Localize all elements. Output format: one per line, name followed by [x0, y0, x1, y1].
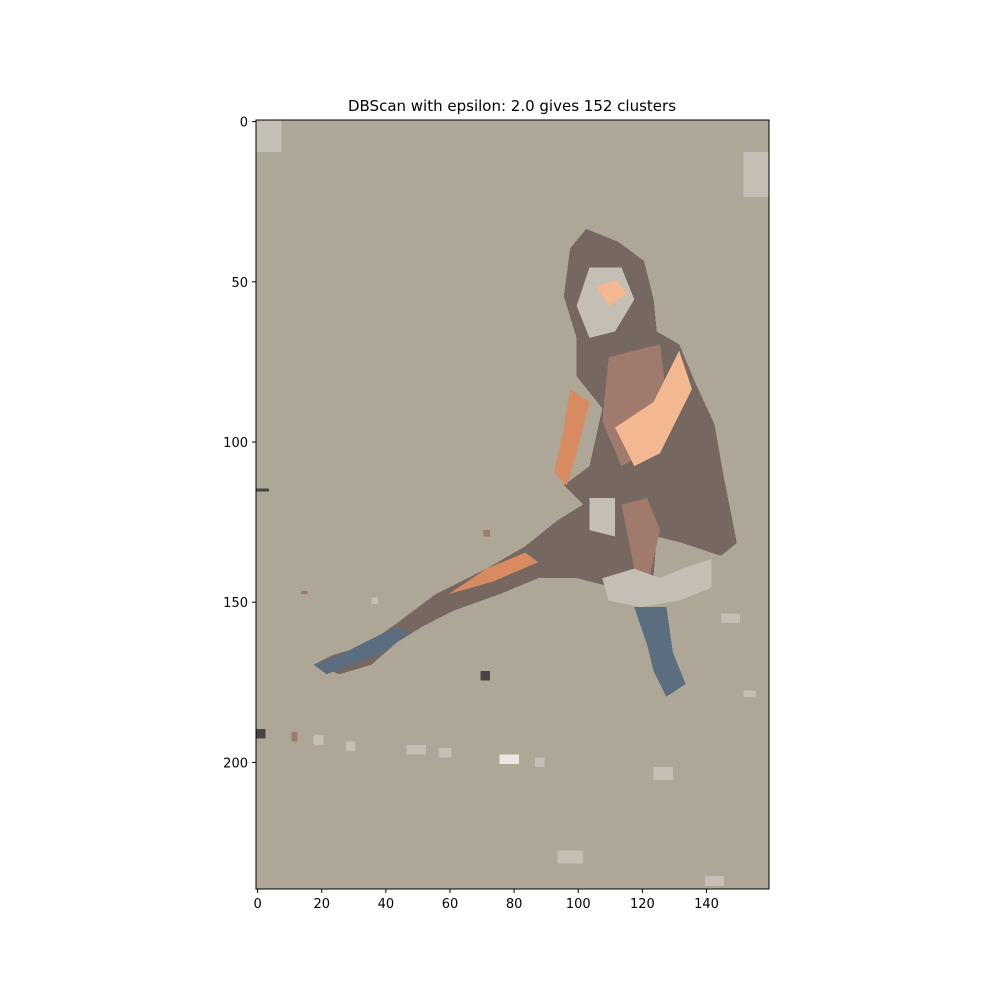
cluster-region-8: [589, 498, 616, 537]
cluster-speck-3: [291, 731, 298, 742]
cluster-region-0: [313, 228, 737, 675]
cluster-speck-18: [300, 591, 308, 595]
y-tick-label: 200: [223, 756, 248, 771]
cluster-speck-8: [345, 741, 356, 752]
cluster-speck-10: [438, 748, 452, 758]
x-tick-label: 0: [253, 897, 261, 912]
cluster-speck-4: [480, 671, 491, 681]
cluster-region-4: [554, 389, 590, 486]
x-tick-label: 60: [442, 897, 459, 912]
x-axis: 0 20 40 60 80 100 120 140: [253, 889, 719, 912]
cluster-speck-15: [653, 767, 673, 781]
cluster-speck-7: [313, 735, 324, 745]
x-tick-label: 80: [506, 897, 523, 912]
x-tick-label: 100: [566, 897, 591, 912]
cluster-speck-11: [499, 754, 519, 765]
cluster-speck-9: [406, 744, 426, 755]
y-tick-label: 0: [240, 116, 248, 131]
cluster-speck-2: [256, 728, 266, 739]
cluster-speck-0: [256, 120, 282, 153]
plot-frame: [255, 119, 770, 890]
x-tick-label: 40: [378, 897, 395, 912]
cluster-speck-12: [534, 757, 545, 768]
x-tick-label: 140: [694, 897, 719, 912]
cluster-speck-6: [256, 488, 269, 492]
chart-title: DBScan with epsilon: 2.0 gives 152 clust…: [348, 97, 676, 115]
cluster-region-3: [615, 350, 692, 467]
y-axis: 0 50 100 150 200: [223, 116, 256, 771]
cluster-speck-5: [483, 530, 491, 537]
cluster-region-7: [621, 498, 660, 588]
cluster-region-5: [595, 280, 628, 306]
cluster-speck-19: [371, 597, 378, 604]
plot-area: [255, 119, 770, 890]
y-tick-label: 150: [223, 596, 248, 611]
x-tick-label: 120: [630, 897, 655, 912]
cluster-speck-16: [720, 613, 741, 624]
x-tick-label: 20: [313, 897, 330, 912]
cluster-region-11: [313, 626, 410, 675]
cluster-region-10: [634, 607, 686, 697]
cluster-speck-14: [704, 876, 725, 886]
cluster-region-6: [448, 552, 539, 595]
y-tick-label: 50: [231, 276, 248, 291]
cluster-speck-13: [557, 850, 584, 864]
cluster-speck-1: [743, 152, 769, 197]
cluster-region-9: [602, 559, 712, 607]
cluster-speck-17: [743, 690, 757, 697]
image-layer: [256, 120, 769, 889]
y-tick-label: 100: [223, 436, 248, 451]
